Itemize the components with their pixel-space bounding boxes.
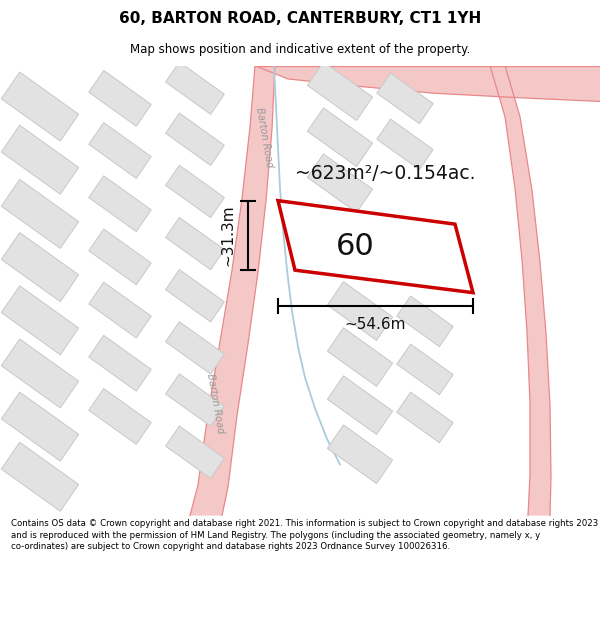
Polygon shape — [1, 232, 79, 302]
Polygon shape — [377, 119, 433, 169]
Polygon shape — [1, 286, 79, 355]
Polygon shape — [166, 269, 224, 322]
Polygon shape — [1, 72, 79, 141]
Polygon shape — [166, 62, 224, 114]
Polygon shape — [328, 425, 392, 484]
Polygon shape — [89, 176, 151, 232]
Polygon shape — [307, 62, 373, 121]
Polygon shape — [278, 201, 473, 292]
Text: 60: 60 — [336, 232, 374, 261]
Polygon shape — [307, 108, 373, 166]
Polygon shape — [89, 122, 151, 178]
Text: Contains OS data © Crown copyright and database right 2021. This information is : Contains OS data © Crown copyright and d… — [11, 519, 598, 551]
Text: ~54.6m: ~54.6m — [345, 317, 406, 332]
Polygon shape — [166, 217, 224, 270]
Polygon shape — [190, 66, 275, 516]
Text: Map shows position and indicative extent of the property.: Map shows position and indicative extent… — [130, 42, 470, 56]
Polygon shape — [1, 339, 79, 408]
Polygon shape — [89, 336, 151, 391]
Polygon shape — [166, 322, 224, 374]
Polygon shape — [490, 66, 551, 516]
Text: 60, BARTON ROAD, CANTERBURY, CT1 1YH: 60, BARTON ROAD, CANTERBURY, CT1 1YH — [119, 11, 481, 26]
Polygon shape — [1, 179, 79, 249]
Polygon shape — [1, 125, 79, 194]
Polygon shape — [89, 71, 151, 126]
Polygon shape — [89, 282, 151, 338]
Polygon shape — [166, 113, 224, 166]
Polygon shape — [166, 165, 224, 217]
Polygon shape — [397, 344, 453, 394]
Polygon shape — [1, 442, 79, 511]
Text: Barton Road: Barton Road — [254, 106, 274, 168]
Text: ~31.3m: ~31.3m — [221, 204, 235, 266]
Polygon shape — [1, 392, 79, 461]
Polygon shape — [328, 328, 392, 386]
Polygon shape — [397, 296, 453, 347]
Polygon shape — [328, 282, 392, 341]
Polygon shape — [397, 392, 453, 442]
Text: Barton Road: Barton Road — [205, 372, 225, 434]
Polygon shape — [89, 389, 151, 444]
Text: ~623m²/~0.154ac.: ~623m²/~0.154ac. — [295, 164, 476, 182]
Polygon shape — [328, 376, 392, 434]
Polygon shape — [307, 154, 373, 212]
Polygon shape — [255, 66, 600, 101]
Polygon shape — [166, 374, 224, 426]
Polygon shape — [89, 229, 151, 285]
Polygon shape — [377, 73, 433, 124]
Polygon shape — [166, 426, 224, 478]
